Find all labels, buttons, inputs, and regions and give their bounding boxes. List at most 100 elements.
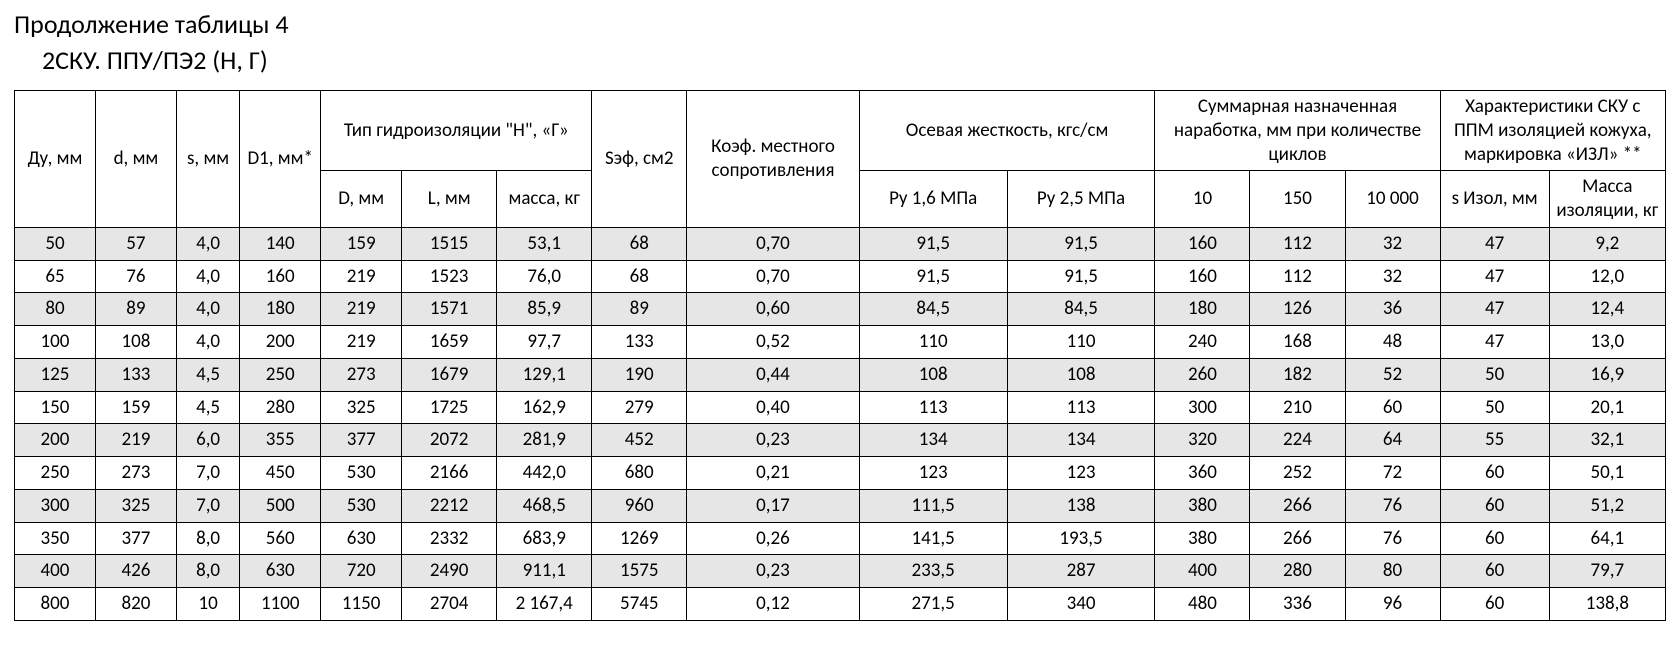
cell-sef: 960	[592, 489, 687, 522]
cell-L: 2212	[402, 489, 497, 522]
cell-s: 7,0	[176, 489, 239, 522]
cell-du: 125	[15, 358, 96, 391]
cell-ru25: 108	[1007, 358, 1155, 391]
cell-D: 273	[321, 358, 402, 391]
cell-du: 50	[15, 227, 96, 260]
cell-coef: 0,70	[687, 260, 860, 293]
cell-d: 89	[95, 293, 176, 326]
cell-ru25: 287	[1007, 555, 1155, 588]
col-header-izl-group: Характеристики СКУ с ППМ изоляцией кожух…	[1440, 91, 1665, 171]
cell-L: 2704	[402, 588, 497, 621]
cell-ru16: 233,5	[859, 555, 1007, 588]
col-header-D: D, мм	[321, 171, 402, 228]
cell-n10: 320	[1155, 424, 1250, 457]
cell-n10000: 48	[1345, 326, 1440, 359]
table-row: 3503778,05606302332683,912690,26141,5193…	[15, 522, 1666, 555]
cell-mass: 53,1	[497, 227, 592, 260]
cell-ru25: 138	[1007, 489, 1155, 522]
cell-d1: 500	[240, 489, 321, 522]
col-header-sef: Sэф, см2	[592, 91, 687, 228]
cell-n10: 240	[1155, 326, 1250, 359]
cell-d1: 1100	[240, 588, 321, 621]
cell-n10: 400	[1155, 555, 1250, 588]
cell-s_izol: 55	[1440, 424, 1549, 457]
table-row: 1251334,52502731679129,11900,44108108260…	[15, 358, 1666, 391]
cell-du: 300	[15, 489, 96, 522]
cell-d: 377	[95, 522, 176, 555]
cell-d: 133	[95, 358, 176, 391]
col-header-L: L, мм	[402, 171, 497, 228]
table-row: 2502737,04505302166442,06800,21123123360…	[15, 457, 1666, 490]
cell-coef: 0,40	[687, 391, 860, 424]
cell-sef: 133	[592, 326, 687, 359]
cell-coef: 0,23	[687, 424, 860, 457]
cell-s_izol: 47	[1440, 227, 1549, 260]
cell-s_izol: 47	[1440, 293, 1549, 326]
cell-ru25: 113	[1007, 391, 1155, 424]
cell-n10000: 64	[1345, 424, 1440, 457]
cell-d1: 250	[240, 358, 321, 391]
cell-coef: 0,60	[687, 293, 860, 326]
col-header-d: d, мм	[95, 91, 176, 228]
col-header-hydro-group: Тип гидроизоляции "Н", «Г»	[321, 91, 592, 171]
cell-s_izol: 50	[1440, 391, 1549, 424]
col-header-n150: 150	[1250, 171, 1345, 228]
cell-ru16: 84,5	[859, 293, 1007, 326]
cell-n10000: 32	[1345, 227, 1440, 260]
cell-mass_izol: 50,1	[1549, 457, 1665, 490]
cell-d: 219	[95, 424, 176, 457]
cell-coef: 0,23	[687, 555, 860, 588]
cell-D: 325	[321, 391, 402, 424]
cell-n10000: 52	[1345, 358, 1440, 391]
cell-d: 76	[95, 260, 176, 293]
cell-ru25: 340	[1007, 588, 1155, 621]
cell-mass: 468,5	[497, 489, 592, 522]
cell-n10: 160	[1155, 227, 1250, 260]
cell-d1: 630	[240, 555, 321, 588]
cell-du: 65	[15, 260, 96, 293]
cell-L: 1679	[402, 358, 497, 391]
cell-ru25: 84,5	[1007, 293, 1155, 326]
cell-n150: 224	[1250, 424, 1345, 457]
cell-d1: 180	[240, 293, 321, 326]
cell-mass: 85,9	[497, 293, 592, 326]
table-row: 50574,0140159151553,1680,7091,591,516011…	[15, 227, 1666, 260]
cell-n150: 126	[1250, 293, 1345, 326]
cell-s: 4,5	[176, 358, 239, 391]
cell-s_izol: 60	[1440, 457, 1549, 490]
cell-sef: 89	[592, 293, 687, 326]
cell-mass: 911,1	[497, 555, 592, 588]
cell-ru16: 271,5	[859, 588, 1007, 621]
cell-s: 4,5	[176, 391, 239, 424]
cell-du: 150	[15, 391, 96, 424]
cell-mass_izol: 9,2	[1549, 227, 1665, 260]
cell-s: 8,0	[176, 522, 239, 555]
cell-mass: 2 167,4	[497, 588, 592, 621]
cell-mass: 97,7	[497, 326, 592, 359]
cell-coef: 0,26	[687, 522, 860, 555]
cell-n10000: 36	[1345, 293, 1440, 326]
cell-s: 6,0	[176, 424, 239, 457]
col-header-ru25: Ру 2,5 МПа	[1007, 171, 1155, 228]
cell-d1: 355	[240, 424, 321, 457]
col-header-mass-izol: Масса изоляции, кг	[1549, 171, 1665, 228]
cell-ru25: 134	[1007, 424, 1155, 457]
cell-du: 400	[15, 555, 96, 588]
cell-s_izol: 60	[1440, 588, 1549, 621]
cell-ru16: 108	[859, 358, 1007, 391]
cell-s: 7,0	[176, 457, 239, 490]
cell-L: 1515	[402, 227, 497, 260]
table-row: 1501594,52803251725162,92790,40113113300…	[15, 391, 1666, 424]
cell-d: 159	[95, 391, 176, 424]
cell-L: 1659	[402, 326, 497, 359]
cell-coef: 0,70	[687, 227, 860, 260]
cell-s: 4,0	[176, 293, 239, 326]
cell-D: 219	[321, 326, 402, 359]
cell-ru25: 91,5	[1007, 227, 1155, 260]
col-header-d1: D1, мм*	[240, 91, 321, 228]
col-header-coef: Коэф. местного сопротивления	[687, 91, 860, 228]
col-header-ru16: Ру 1,6 МПа	[859, 171, 1007, 228]
cell-D: 530	[321, 457, 402, 490]
cell-n150: 336	[1250, 588, 1345, 621]
cell-s: 4,0	[176, 260, 239, 293]
